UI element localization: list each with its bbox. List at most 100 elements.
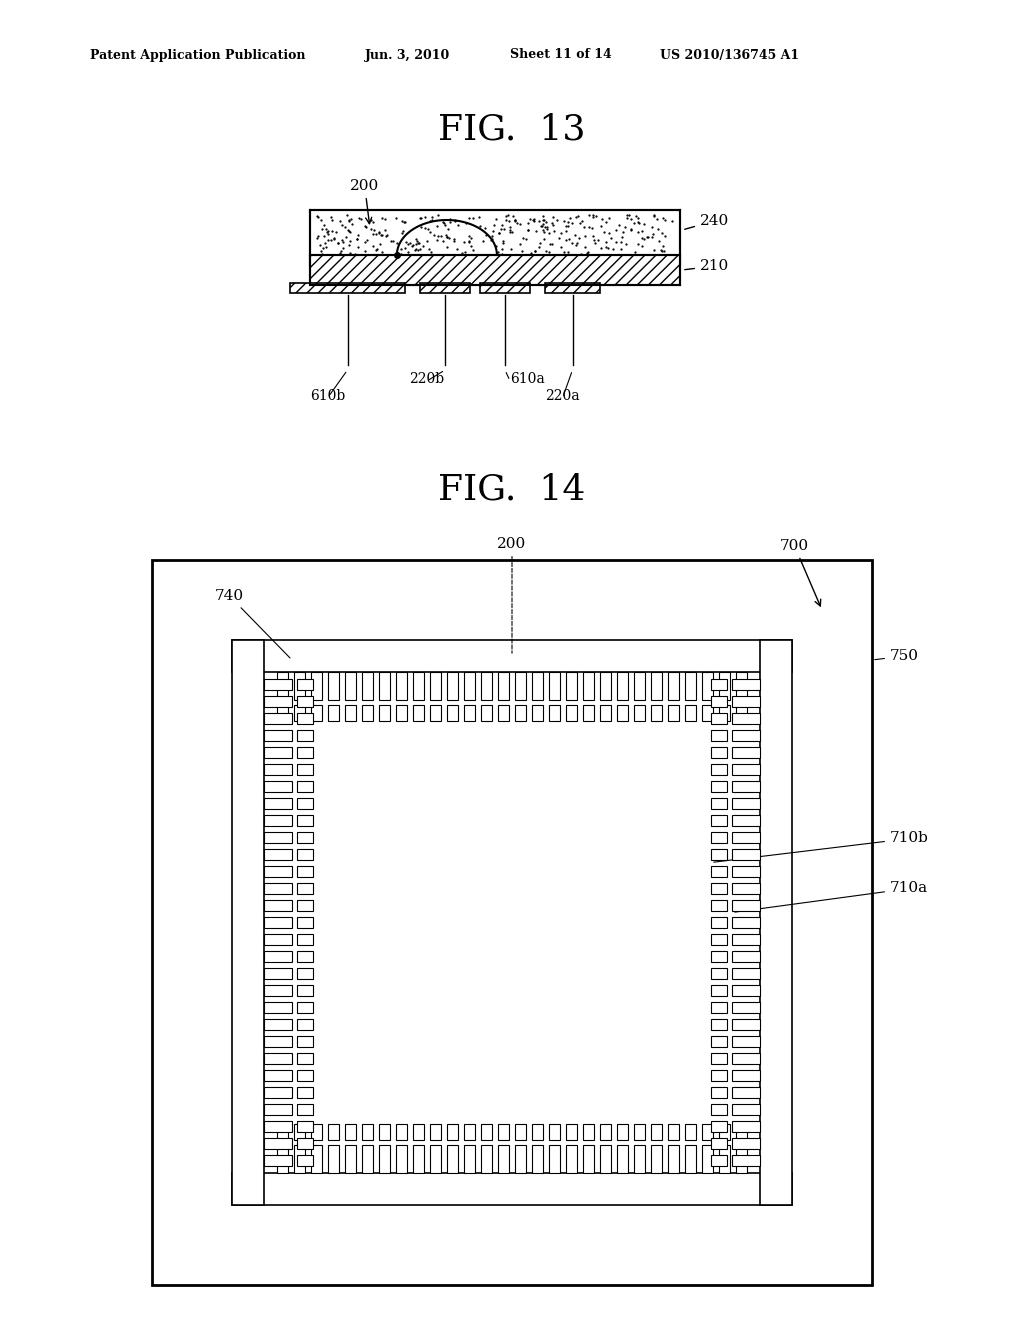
- Bar: [711, 866, 727, 876]
- Bar: [396, 1144, 407, 1173]
- Bar: [328, 1125, 339, 1140]
- Bar: [651, 672, 662, 700]
- Bar: [447, 705, 458, 721]
- Point: [420, 218, 436, 239]
- Point: [488, 209, 505, 230]
- Point: [392, 247, 409, 268]
- Bar: [264, 696, 292, 708]
- Point: [535, 206, 551, 227]
- Point: [477, 218, 494, 239]
- Point: [369, 239, 385, 260]
- Point: [492, 246, 508, 267]
- Point: [507, 210, 523, 231]
- Point: [634, 220, 650, 242]
- Point: [487, 235, 504, 256]
- Bar: [420, 282, 470, 293]
- Point: [417, 218, 433, 239]
- Point: [337, 216, 353, 238]
- Point: [630, 222, 646, 243]
- Point: [408, 228, 424, 249]
- Point: [449, 239, 465, 260]
- Bar: [651, 1144, 662, 1173]
- Bar: [264, 950, 292, 962]
- Point: [454, 243, 470, 264]
- Point: [531, 211, 548, 232]
- Bar: [583, 1125, 594, 1140]
- Point: [514, 227, 530, 248]
- Text: 220b: 220b: [410, 372, 444, 385]
- Point: [392, 239, 409, 260]
- Point: [650, 231, 667, 252]
- Bar: [297, 764, 313, 775]
- Bar: [732, 1104, 760, 1115]
- Point: [578, 236, 594, 257]
- Point: [492, 222, 508, 243]
- Point: [535, 219, 551, 240]
- Point: [495, 231, 511, 252]
- Bar: [732, 1053, 760, 1064]
- Point: [399, 234, 416, 255]
- Bar: [736, 705, 746, 721]
- Point: [542, 232, 558, 253]
- Point: [342, 222, 358, 243]
- Point: [324, 228, 340, 249]
- Bar: [345, 1144, 356, 1173]
- Point: [598, 236, 614, 257]
- Bar: [549, 705, 560, 721]
- Point: [474, 230, 490, 251]
- Bar: [732, 696, 760, 708]
- Point: [489, 242, 506, 263]
- Point: [657, 226, 674, 247]
- Bar: [297, 832, 313, 843]
- Bar: [711, 696, 727, 708]
- Point: [490, 223, 507, 244]
- Bar: [711, 1002, 727, 1012]
- Point: [319, 220, 336, 242]
- Bar: [736, 1144, 746, 1173]
- Bar: [413, 1125, 424, 1140]
- Point: [498, 206, 514, 227]
- Point: [503, 239, 519, 260]
- Point: [472, 215, 488, 236]
- Point: [617, 234, 634, 255]
- Point: [421, 239, 437, 260]
- Point: [511, 214, 527, 235]
- Point: [461, 230, 477, 251]
- Bar: [297, 814, 313, 826]
- Point: [640, 227, 656, 248]
- Point: [546, 220, 562, 242]
- Point: [389, 243, 406, 264]
- Text: FIG.  13: FIG. 13: [438, 114, 586, 147]
- Point: [388, 232, 404, 253]
- Text: 220a: 220a: [545, 389, 580, 403]
- Bar: [297, 747, 313, 758]
- Point: [387, 207, 403, 228]
- Bar: [413, 672, 424, 700]
- Bar: [310, 255, 680, 285]
- Point: [522, 243, 539, 264]
- Point: [359, 230, 376, 251]
- Bar: [264, 1019, 292, 1030]
- Point: [560, 242, 577, 263]
- Point: [536, 222, 552, 243]
- Point: [335, 231, 351, 252]
- Bar: [583, 672, 594, 700]
- Point: [371, 222, 387, 243]
- Point: [600, 246, 616, 267]
- Bar: [732, 730, 760, 741]
- Point: [458, 213, 474, 234]
- Point: [394, 222, 411, 243]
- Point: [556, 242, 572, 263]
- Point: [612, 239, 629, 260]
- Bar: [732, 799, 760, 809]
- Bar: [732, 764, 760, 775]
- Bar: [711, 814, 727, 826]
- Point: [605, 239, 622, 260]
- Point: [596, 246, 612, 267]
- Point: [312, 235, 329, 256]
- Point: [642, 244, 658, 265]
- Point: [584, 216, 600, 238]
- Point: [603, 227, 620, 248]
- Point: [330, 232, 346, 253]
- Bar: [668, 705, 679, 721]
